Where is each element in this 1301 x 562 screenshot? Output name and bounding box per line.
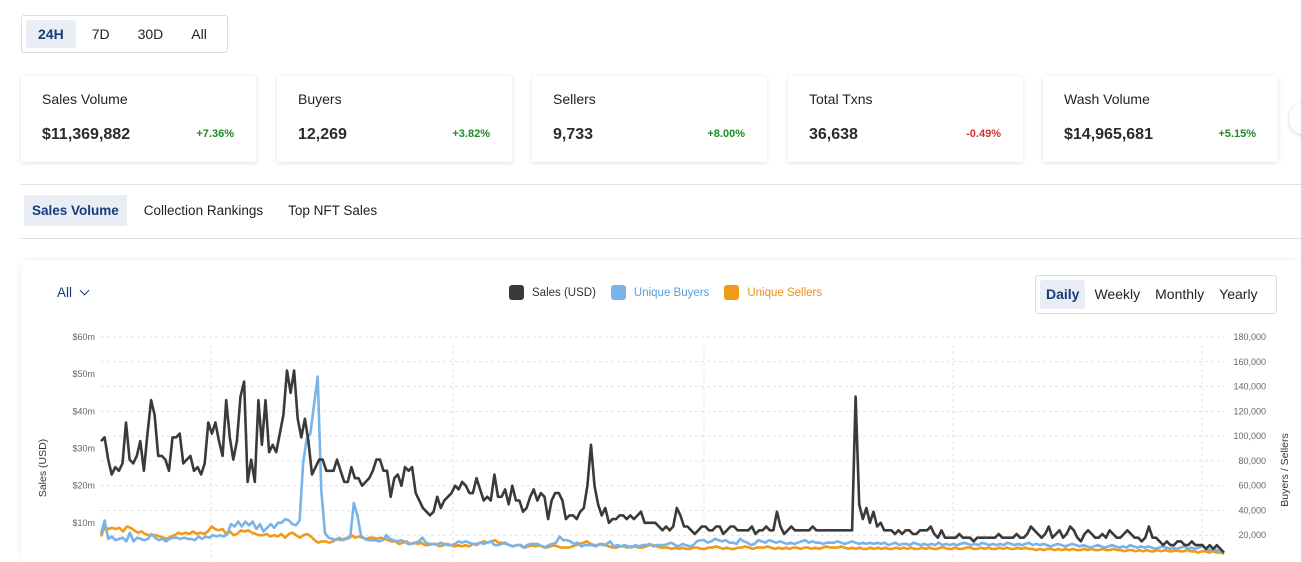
y2-tick-label: 80,000 [1238,456,1266,466]
filter-dropdown[interactable]: All [57,285,90,300]
divider [21,238,1301,239]
stat-card-sales-volume: Sales Volume $11,369,882 +7.36% [21,76,256,162]
period-yearly[interactable]: Yearly [1219,286,1258,302]
section-tabs: Sales Volume Collection Rankings Top NFT… [24,195,394,226]
legend-label: Unique Buyers [633,286,710,299]
divider [21,184,1301,185]
y2-axis-title: Buyers / Sellers [1279,433,1291,507]
y-tick-label: $20m [72,481,95,491]
stat-label: Wash Volume [1064,91,1150,107]
period-daily[interactable]: Daily [1040,280,1086,309]
y-tick-label: $40m [72,406,95,416]
period-monthly[interactable]: Monthly [1155,286,1205,302]
legend-label: Sales (USD) [532,286,596,299]
stat-value: $14,965,681 [1064,126,1153,143]
y2-tick-label: 60,000 [1238,481,1266,491]
range-tab-24h[interactable]: 24H [26,20,76,48]
y-tick-label: $10m [72,518,95,528]
stat-label: Total Txns [809,91,873,107]
y-tick-label: $50m [72,369,95,379]
carousel-next-button[interactable] [1289,104,1301,134]
filter-label: All [57,285,73,300]
period-toggle: Daily Weekly Monthly Yearly [1035,275,1277,314]
stat-card-wash-volume: Wash Volume $14,965,681 +5.15% [1043,76,1278,162]
y2-tick-label: 120,000 [1233,406,1266,416]
tab-top-nft-sales[interactable]: Top NFT Sales [288,203,378,218]
chart-legend: Sales (USD) Unique Buyers Unique Sellers [509,285,837,300]
stats-cards: Sales Volume $11,369,882 +7.36% Buyers 1… [21,76,1301,162]
stat-value: 9,733 [553,126,594,143]
stat-card-sellers: Sellers 9,733 +8.00% [532,76,767,162]
stat-card-buyers: Buyers 12,269 +3.82% [277,76,512,162]
stat-value: 12,269 [298,126,347,143]
range-tab-30d[interactable]: 30D [137,26,164,42]
stat-change: -0.49% [966,128,1001,140]
legend-item-buyers[interactable]: Unique Buyers [610,285,710,300]
period-weekly[interactable]: Weekly [1094,286,1141,302]
tab-sales-volume[interactable]: Sales Volume [24,195,127,226]
time-range-tabs: 24H 7D 30D All [21,15,228,53]
y2-tick-label: 160,000 [1233,357,1266,367]
legend-item-sellers[interactable]: Unique Sellers [724,285,822,300]
stat-label: Sellers [553,91,596,107]
sellers-series-line [99,525,1225,556]
sales-series-line [100,369,1225,554]
stat-card-total-txns: Total Txns 36,638 -0.49% [788,76,1023,162]
stat-change: +7.36% [196,128,234,140]
tab-collection-rankings[interactable]: Collection Rankings [143,203,264,218]
stat-label: Sales Volume [42,91,128,107]
legend-swatch [724,285,740,300]
stat-change: +5.15% [1218,128,1256,140]
stat-value: $11,369,882 [42,126,131,143]
legend-swatch [610,285,626,300]
legend-item-sales[interactable]: Sales (USD) [509,285,596,300]
range-tab-all[interactable]: All [191,26,207,42]
legend-label: Unique Sellers [747,286,823,299]
y-tick-label: $30m [72,444,95,454]
stat-change: +8.00% [707,128,745,140]
legend-swatch [509,285,524,300]
range-tab-7d[interactable]: 7D [91,26,110,42]
y2-tick-label: 40,000 [1238,505,1266,515]
y-tick-label: $60m [72,332,95,342]
y2-tick-label: 140,000 [1233,382,1266,392]
y2-tick-label: 100,000 [1233,431,1266,441]
stat-value: 36,638 [809,126,858,143]
y2-tick-label: 20,000 [1238,530,1266,540]
stat-label: Buyers [298,91,342,107]
stat-change: +3.82% [452,128,490,140]
y-axis-title: Sales (USD) [37,439,49,497]
y2-tick-label: 180,000 [1233,332,1266,342]
buyers-series-line [99,375,1225,554]
